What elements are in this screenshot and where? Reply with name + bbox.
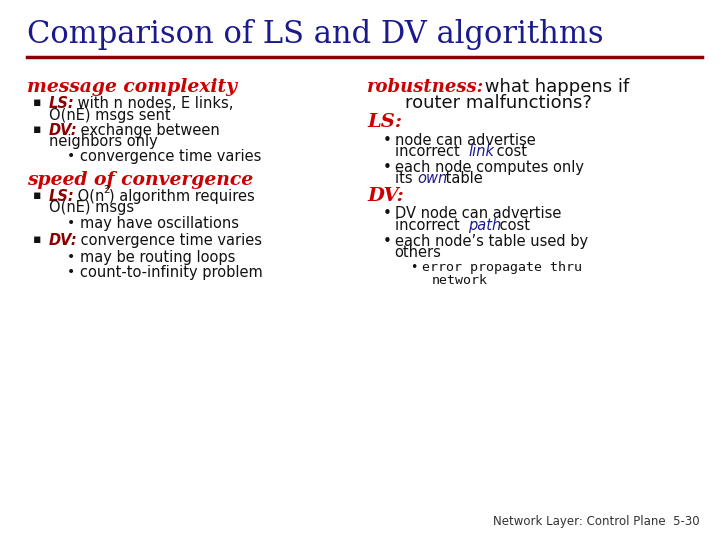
Text: each node’s table used by: each node’s table used by [395, 234, 588, 248]
Text: DV:: DV: [49, 233, 78, 247]
Text: error propagate thru: error propagate thru [422, 261, 582, 274]
Text: what happens if: what happens if [479, 78, 629, 96]
Text: ▪: ▪ [33, 189, 42, 202]
Text: path: path [468, 218, 501, 233]
Text: O(n: O(n [73, 189, 104, 204]
Text: ) algorithm requires: ) algorithm requires [109, 189, 255, 204]
Text: 2: 2 [103, 185, 109, 194]
Text: convergence time varies: convergence time varies [76, 233, 262, 247]
Text: ▪: ▪ [33, 233, 42, 246]
Text: robustness:: robustness: [367, 78, 485, 96]
Text: Comparison of LS and DV algorithms: Comparison of LS and DV algorithms [27, 19, 604, 50]
Text: LS:: LS: [49, 189, 75, 204]
Text: DV node can advertise: DV node can advertise [395, 206, 561, 221]
Text: •: • [383, 206, 392, 221]
Text: link: link [468, 144, 494, 159]
Text: DV:: DV: [49, 123, 78, 138]
Text: •: • [383, 133, 392, 148]
Text: speed of convergence: speed of convergence [27, 171, 253, 188]
Text: node can advertise: node can advertise [395, 133, 535, 148]
Text: may be routing loops: may be routing loops [80, 249, 235, 265]
Text: cost: cost [495, 218, 531, 233]
Text: ▪: ▪ [33, 123, 42, 136]
Text: may have oscillations: may have oscillations [80, 215, 239, 231]
Text: Network Layer: Control Plane  5-30: Network Layer: Control Plane 5-30 [493, 515, 700, 528]
Text: exchange between: exchange between [76, 123, 220, 138]
Text: count-to-infinity problem: count-to-infinity problem [80, 265, 263, 280]
Text: convergence time varies: convergence time varies [80, 149, 261, 164]
Text: table: table [441, 171, 483, 186]
Text: own: own [417, 171, 447, 186]
Text: message complexity: message complexity [27, 78, 238, 96]
Text: •: • [67, 265, 75, 279]
Text: with n nodes, E links,: with n nodes, E links, [73, 97, 233, 111]
Text: cost: cost [492, 144, 527, 159]
Text: others: others [395, 245, 441, 260]
Text: incorrect: incorrect [395, 218, 464, 233]
Text: router malfunctions?: router malfunctions? [405, 93, 593, 112]
Text: •: • [67, 149, 75, 163]
Text: •: • [383, 234, 392, 248]
Text: LS:: LS: [49, 97, 75, 111]
Text: network: network [432, 274, 488, 287]
Text: •: • [383, 160, 392, 175]
Text: O(nE) msgs: O(nE) msgs [49, 200, 134, 215]
Text: •: • [410, 261, 418, 274]
Text: LS:: LS: [367, 113, 402, 131]
Text: neighbors only: neighbors only [49, 134, 158, 150]
Text: DV:: DV: [367, 187, 404, 205]
Text: each node computes only: each node computes only [395, 160, 584, 175]
Text: O(nE) msgs sent: O(nE) msgs sent [49, 108, 171, 123]
Text: incorrect: incorrect [395, 144, 464, 159]
Text: its: its [395, 171, 417, 186]
Text: •: • [67, 215, 75, 230]
Text: ▪: ▪ [33, 97, 42, 110]
Text: •: • [67, 249, 75, 264]
